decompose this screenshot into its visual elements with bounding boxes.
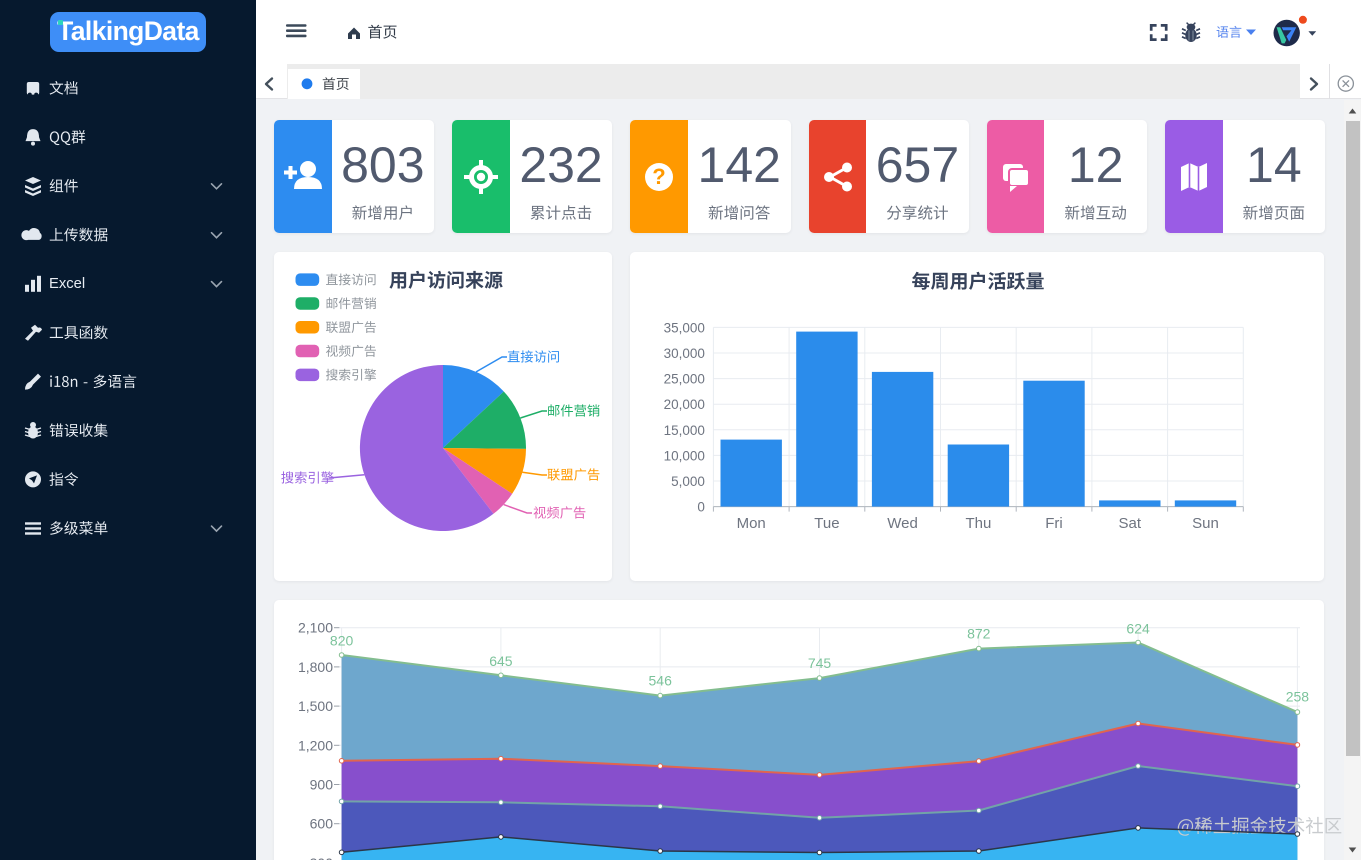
svg-text:300: 300 (310, 855, 334, 860)
svg-text:2,100: 2,100 (298, 620, 333, 636)
svg-text:5,000: 5,000 (671, 474, 705, 489)
svg-text:745: 745 (808, 655, 832, 671)
svg-text:10,000: 10,000 (664, 448, 705, 463)
svg-text:Sun: Sun (1192, 515, 1219, 532)
svg-text:Tue: Tue (814, 515, 839, 532)
svg-text:?: ? (653, 164, 666, 189)
svg-text:1,800: 1,800 (298, 659, 333, 675)
svg-text:600: 600 (310, 816, 334, 832)
svg-text:258: 258 (1286, 689, 1310, 705)
svg-text:25,000: 25,000 (664, 372, 705, 387)
svg-text:645: 645 (489, 653, 513, 669)
svg-text:Sat: Sat (1119, 515, 1142, 532)
svg-text:546: 546 (649, 673, 673, 689)
svg-text:0: 0 (697, 500, 705, 515)
svg-text:1,200: 1,200 (298, 737, 333, 753)
svg-text:900: 900 (310, 777, 334, 793)
svg-text:Mon: Mon (737, 515, 766, 532)
svg-text:20,000: 20,000 (664, 397, 705, 412)
svg-text:872: 872 (967, 626, 991, 642)
svg-text:Thu: Thu (965, 515, 991, 532)
svg-text:15,000: 15,000 (664, 423, 705, 438)
svg-text:35,000: 35,000 (664, 320, 705, 335)
svg-text:624: 624 (1126, 621, 1150, 637)
svg-text:820: 820 (330, 633, 354, 649)
svg-text:30,000: 30,000 (664, 346, 705, 361)
svg-text:1,500: 1,500 (298, 698, 333, 714)
svg-text:Fri: Fri (1045, 515, 1063, 532)
svg-text:Wed: Wed (887, 515, 918, 532)
